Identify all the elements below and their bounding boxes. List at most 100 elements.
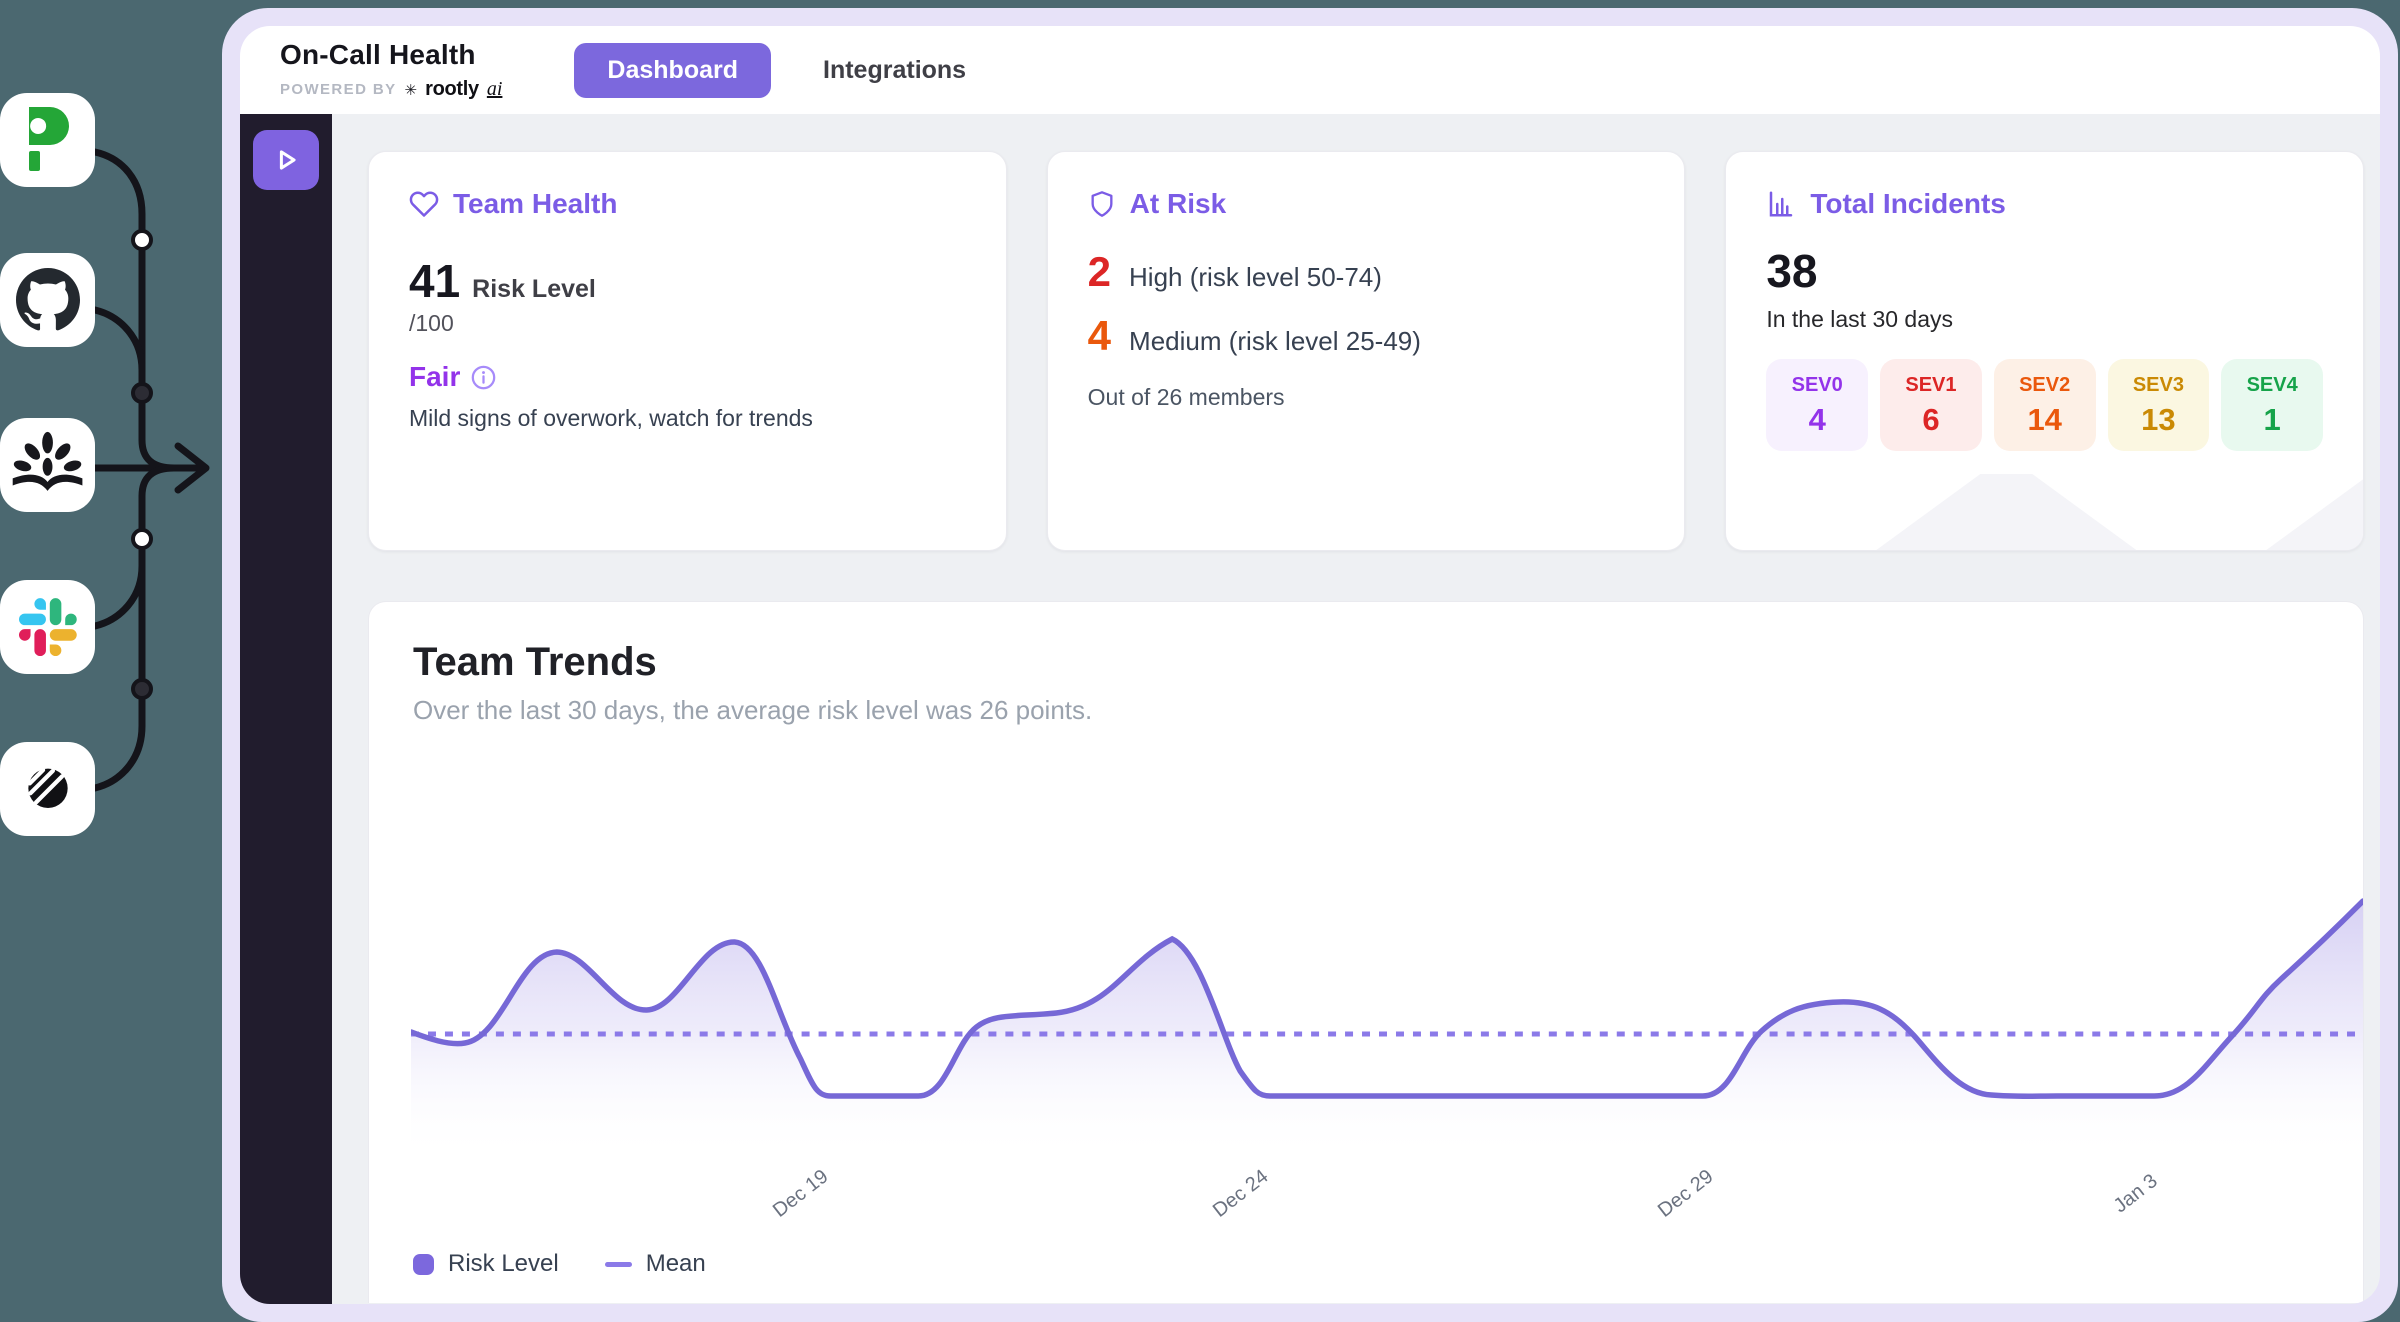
sev-label: SEV3 xyxy=(2132,374,2184,396)
github-icon xyxy=(15,268,80,331)
x-axis-label: Dec 29 xyxy=(1653,1165,1718,1222)
health-description: Mild signs of overwork, watch for trends xyxy=(409,405,813,431)
incident-subtitle: In the last 30 days xyxy=(1766,306,1954,332)
beam-decoration xyxy=(2266,474,2364,550)
integration-tile-pagerduty xyxy=(0,93,95,187)
heart-icon xyxy=(409,191,439,217)
stat-cards-row: Team Health 41 Risk Level /100 Fair xyxy=(368,151,2365,551)
beam-decoration xyxy=(1876,474,2137,550)
risk-score-row: 41 Risk Level xyxy=(409,254,966,308)
sev-label: SEV2 xyxy=(2019,374,2071,396)
arrowhead-icon xyxy=(174,442,210,494)
members-footnote: Out of 26 members xyxy=(1087,384,1285,410)
sev-label: SEV1 xyxy=(1905,374,1957,396)
sev-value: 14 xyxy=(2027,402,2062,437)
slack-icon xyxy=(18,598,77,656)
app-title: On-Call Health xyxy=(280,39,476,70)
node-dot xyxy=(131,678,153,700)
connector-slack xyxy=(91,562,146,630)
tree-book-icon xyxy=(12,431,82,491)
trends-title: Team Trends xyxy=(413,640,657,684)
main-content: Team Health 41 Risk Level /100 Fair xyxy=(332,114,2380,1304)
medium-risk-count: 4 xyxy=(1087,312,1112,359)
team-trends-card: Team Trends Over the last 30 days, the a… xyxy=(368,601,2364,1303)
info-icon[interactable] xyxy=(470,364,497,391)
rootly-flake-icon: ✳ xyxy=(404,81,418,99)
node-dot xyxy=(131,229,153,251)
high-risk-count: 2 xyxy=(1087,248,1112,295)
pagerduty-icon xyxy=(28,107,69,171)
severity-badges-row: SEV0 4 SEV1 6 SEV2 14 xyxy=(1766,359,2324,451)
integration-tile-linear xyxy=(0,742,95,836)
risk-trend-chart xyxy=(411,898,2363,1159)
shield-icon xyxy=(1091,191,1113,217)
x-axis-label: Dec 19 xyxy=(768,1165,833,1222)
risk-line xyxy=(411,898,2363,1099)
risk-area-fill xyxy=(411,901,2363,1159)
sev-value: 13 xyxy=(2141,402,2176,437)
risk-score-value: 41 xyxy=(409,255,461,307)
incident-count: 38 xyxy=(1766,245,1818,297)
total-incidents-card: Total Incidents 38 In the last 30 days S… xyxy=(1725,151,2365,551)
sev0-badge: SEV0 4 xyxy=(1766,359,1869,451)
connector-pagerduty xyxy=(91,148,202,472)
tab-dashboard[interactable]: Dashboard xyxy=(574,42,772,98)
powered-by-label: POWERED BY xyxy=(280,81,397,98)
integration-tile-github xyxy=(0,253,95,347)
team-health-card: Team Health 41 Risk Level /100 Fair xyxy=(368,151,1007,551)
side-rail xyxy=(240,114,332,1304)
status-badge: Fair xyxy=(409,361,461,392)
sev-value: 4 xyxy=(1808,402,1826,437)
powered-by-row: POWERED BY ✳ rootly ai xyxy=(280,78,502,101)
header-tabs: Dashboard Integrations xyxy=(574,42,972,98)
app-header: On-Call Health POWERED BY ✳ rootly ai Da… xyxy=(240,26,2380,114)
legend-label: Mean xyxy=(645,1250,706,1277)
brand-suffix: ai xyxy=(486,78,503,100)
node-dot xyxy=(131,528,153,550)
play-button[interactable] xyxy=(253,130,319,190)
legend-label: Risk Level xyxy=(448,1250,559,1277)
integration-connector-lines xyxy=(91,148,210,792)
risk-level-swatch xyxy=(413,1253,434,1275)
card-title-label: Total Incidents xyxy=(1810,188,2006,219)
x-axis-label: Jan 3 xyxy=(2109,1169,2162,1218)
x-axis-label: Dec 24 xyxy=(1208,1165,1273,1222)
sev-label: SEV0 xyxy=(1791,374,1843,396)
connector-github xyxy=(91,306,146,374)
linear-icon xyxy=(27,767,68,808)
risk-row-high: 2 High (risk level 50-74) xyxy=(1088,248,1645,296)
card-title-label: At Risk xyxy=(1129,188,1227,219)
risk-score-denominator: /100 xyxy=(409,310,454,336)
sev-label: SEV4 xyxy=(2246,374,2298,396)
trends-subtitle: Over the last 30 days, the average risk … xyxy=(413,695,1093,725)
legend-item-risk-level[interactable]: Risk Level xyxy=(413,1250,559,1278)
sev3-badge: SEV3 13 xyxy=(2107,359,2210,451)
medium-risk-label: Medium (risk level 25-49) xyxy=(1129,326,1421,356)
risk-row-medium: 4 Medium (risk level 25-49) xyxy=(1088,312,1645,360)
sev2-badge: SEV2 14 xyxy=(1993,359,2096,451)
integration-tile-tree xyxy=(0,418,95,512)
mean-swatch xyxy=(604,1261,632,1267)
sev-value: 6 xyxy=(1922,402,1940,437)
at-risk-title-row: At Risk xyxy=(1088,188,1645,220)
title-block: On-Call Health POWERED BY ✳ rootly ai xyxy=(280,39,502,101)
sev4-badge: SEV4 1 xyxy=(2221,359,2324,451)
sev-value: 1 xyxy=(2263,402,2281,437)
chart-legend: Risk Level Mean xyxy=(413,1250,706,1278)
health-status-row: Fair xyxy=(409,361,966,393)
card-title-label: Team Health xyxy=(453,188,618,219)
connector-linear xyxy=(91,464,178,792)
at-risk-card: At Risk 2 High (risk level 50-74) 4 Medi… xyxy=(1046,151,1686,551)
legend-item-mean[interactable]: Mean xyxy=(604,1250,706,1278)
high-risk-label: High (risk level 50-74) xyxy=(1129,262,1382,292)
tab-integrations[interactable]: Integrations xyxy=(817,55,972,86)
node-dot xyxy=(131,382,153,404)
brand-name: rootly xyxy=(425,78,479,100)
play-icon xyxy=(279,150,296,170)
sev1-badge: SEV1 6 xyxy=(1880,359,1982,451)
risk-score-label: Risk Level xyxy=(472,275,596,303)
bar-chart-icon xyxy=(1770,191,1793,217)
total-incidents-title-row: Total Incidents xyxy=(1766,188,2323,220)
app-window: On-Call Health POWERED BY ✳ rootly ai Da… xyxy=(222,8,2398,1322)
